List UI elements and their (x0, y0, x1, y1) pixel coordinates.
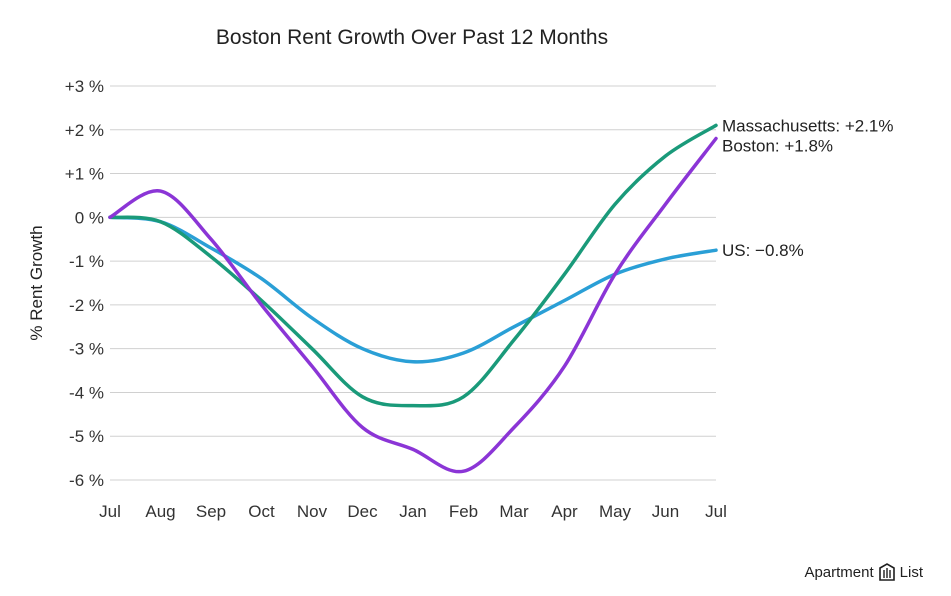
x-tick-label: May (599, 502, 632, 521)
brand-logo: Apartment List (804, 562, 923, 582)
series-end-label: US: −0.8% (722, 241, 804, 260)
y-tick-label: -4 % (69, 383, 104, 402)
x-tick-label: Mar (499, 502, 529, 521)
x-tick-label: Dec (347, 502, 378, 521)
chart-title: Boston Rent Growth Over Past 12 Months (216, 26, 608, 49)
x-tick-label: Jul (99, 502, 121, 521)
x-tick-label: Aug (145, 502, 175, 521)
y-tick-label: +3 % (65, 77, 104, 96)
x-tick-label: Apr (551, 502, 578, 521)
y-tick-label: 0 % (75, 208, 104, 227)
gridlines (110, 85, 716, 481)
y-tick-label: -2 % (69, 296, 104, 315)
series-end-label: Boston: +1.8% (722, 137, 833, 156)
x-tick-label: Jun (652, 502, 679, 521)
series-end-labels: US: −0.8% Massachusetts: +2.1% Boston: +1.… (722, 116, 894, 260)
y-tick-label: +1 % (65, 165, 104, 184)
y-tick-label: -3 % (69, 340, 104, 359)
y-tick-label: -1 % (69, 252, 104, 271)
series-end-label: Massachusetts: +2.1% (722, 116, 894, 135)
x-tick-label: Sep (196, 502, 226, 521)
x-tick-label: Jan (399, 502, 426, 521)
series-line-massachusetts (108, 123, 718, 408)
brand-name-right: List (899, 563, 923, 581)
y-axis-ticks: +3 % +2 % +1 % 0 % -1 % -2 % -3 % -4 % -5 % -6 % (65, 77, 104, 490)
x-axis-ticks: Jul Aug Sep Oct Nov Dec Jan Feb Mar Apr May Jun Jul (99, 502, 727, 521)
series-line-boston (108, 136, 718, 474)
x-tick-label: Jul (705, 502, 727, 521)
x-tick-label: Oct (248, 502, 275, 521)
brand-name-left: Apartment (804, 563, 874, 581)
series-line-us (108, 215, 718, 364)
building-icon (878, 562, 896, 582)
y-tick-label: -6 % (69, 471, 104, 490)
series-lines (108, 123, 718, 474)
x-tick-label: Nov (297, 502, 328, 521)
x-tick-label: Feb (449, 502, 478, 521)
y-axis-title: % Rent Growth (27, 225, 46, 340)
y-tick-label: -5 % (69, 427, 104, 446)
y-tick-label: +2 % (65, 121, 104, 140)
